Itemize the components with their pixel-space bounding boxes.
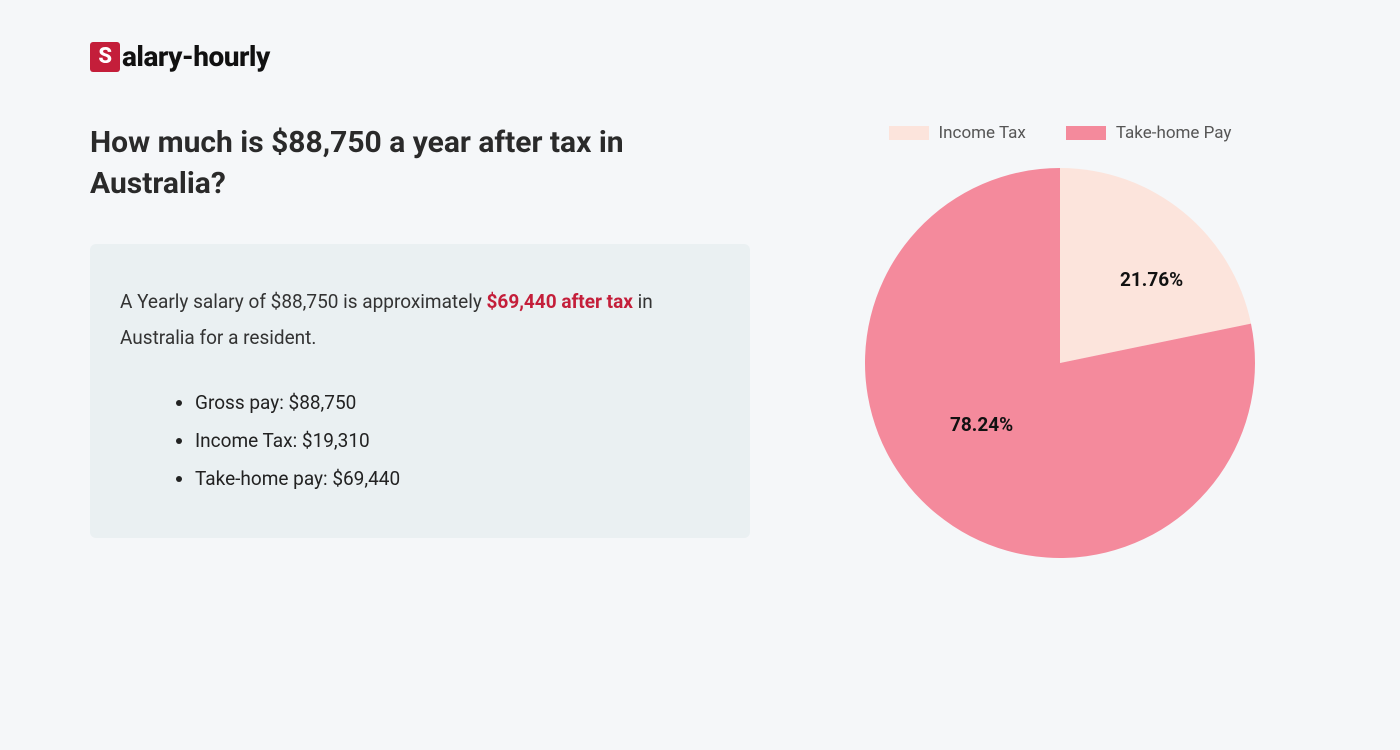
pie-label-income-tax: 21.76% [1120,268,1183,291]
summary-highlight: $69,440 after tax [487,290,633,313]
bullet-income-tax: Income Tax: $19,310 [195,422,720,460]
pie-label-take-home: 78.24% [950,413,1013,436]
pie-chart: 21.76% 78.24% [860,163,1260,563]
summary-prefix: A Yearly salary of $88,750 is approximat… [120,290,487,313]
page-heading: How much is $88,750 a year after tax in … [90,123,750,204]
legend-swatch-take-home [1066,126,1106,140]
pie-svg [860,163,1260,563]
logo-s-icon: S [90,42,120,72]
legend-label-income-tax: Income Tax [939,123,1026,143]
logo-text: alary-hourly [122,40,270,73]
content-row: How much is $88,750 a year after tax in … [90,123,1310,563]
legend-label-take-home: Take-home Pay [1116,123,1232,143]
left-column: How much is $88,750 a year after tax in … [90,123,750,563]
bullet-list: Gross pay: $88,750 Income Tax: $19,310 T… [120,384,720,498]
summary-box: A Yearly salary of $88,750 is approximat… [90,244,750,538]
legend-item-take-home: Take-home Pay [1066,123,1232,143]
chart-legend: Income Tax Take-home Pay [810,123,1310,143]
page-root: Salary-hourly How much is $88,750 a year… [0,0,1400,603]
site-logo: Salary-hourly [90,40,1310,73]
legend-swatch-income-tax [889,126,929,140]
summary-text: A Yearly salary of $88,750 is approximat… [120,284,720,356]
legend-item-income-tax: Income Tax [889,123,1026,143]
bullet-take-home: Take-home pay: $69,440 [195,460,720,498]
bullet-gross-pay: Gross pay: $88,750 [195,384,720,422]
right-column: Income Tax Take-home Pay 21.76% 78.24% [810,123,1310,563]
